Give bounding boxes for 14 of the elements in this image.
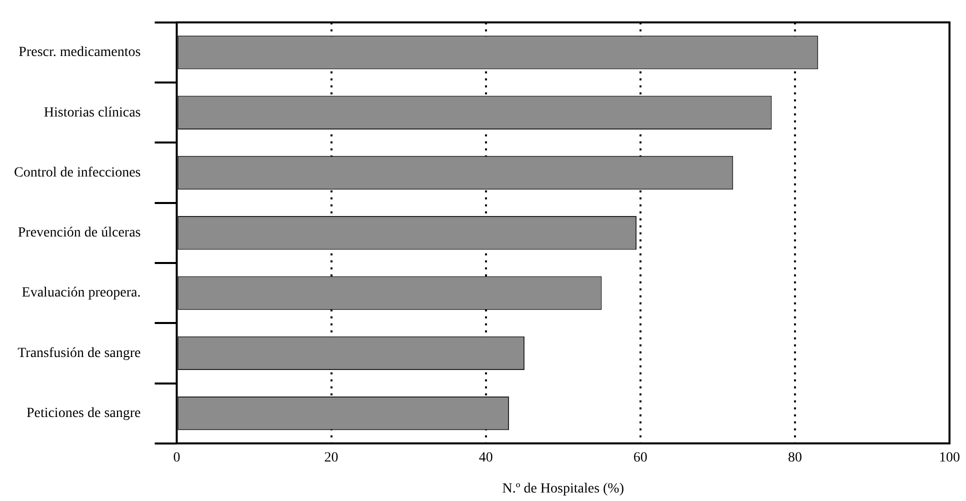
y-tick-label: Control de infecciones xyxy=(14,165,141,180)
x-axis-title: N.º de Hospitales (%) xyxy=(502,481,624,496)
x-tick-label: 80 xyxy=(788,450,802,466)
y-tick-label: Historias clínicas xyxy=(44,105,141,120)
x-tick-label: 60 xyxy=(633,450,648,466)
y-tick-label: Prevención de úlceras xyxy=(18,226,141,241)
x-tick-label: 40 xyxy=(478,450,493,466)
x-tick-label: 100 xyxy=(939,450,960,466)
y-tick-label: Evaluación preopera. xyxy=(22,286,141,301)
y-tick-label: Transfusión de sangre xyxy=(18,346,141,361)
x-tick-label: 20 xyxy=(324,450,338,466)
x-tick-label: 0 xyxy=(173,450,180,466)
y-tick-label: Prescr. medicamentos xyxy=(18,45,141,60)
y-tick-label: Peticiones de sangre xyxy=(26,406,141,421)
